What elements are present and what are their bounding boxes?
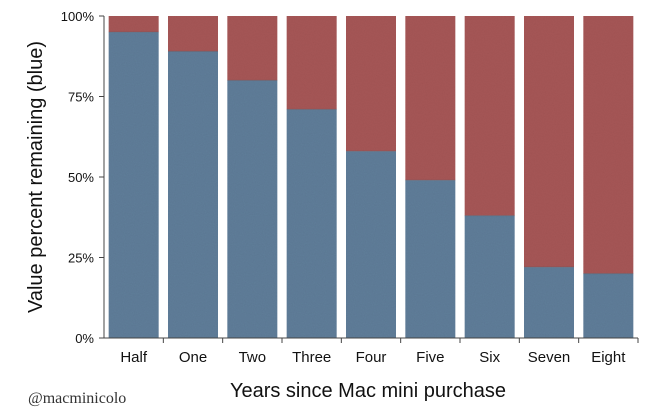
bar-remaining-value [524, 267, 574, 338]
watermark-text: @macminicolo [28, 390, 126, 407]
bar-lost-value [524, 16, 574, 268]
y-tick-label: 25% [68, 251, 94, 266]
bar-remaining-value [405, 180, 456, 338]
y-axis-ticks: 0% 25% 50% 75% 100% [61, 9, 104, 346]
bar-lost-value [227, 16, 278, 81]
bars [108, 16, 634, 339]
bar-lost-value [464, 16, 515, 216]
bar-lost-value [583, 16, 634, 274]
x-tick-label: Four [356, 349, 387, 366]
bar-remaining-value [286, 109, 337, 338]
bar-remaining-value [168, 51, 218, 339]
x-tick-label: Six [479, 349, 500, 366]
x-axis-labels: Half One Two Three Four Five Six Seven Eight [120, 338, 639, 366]
x-tick-label: Half [120, 349, 148, 366]
bar-lost-value [108, 16, 159, 33]
x-tick-label: Three [292, 349, 331, 366]
y-axis-title: Value percent remaining (blue) [25, 41, 47, 313]
x-tick-label: One [179, 349, 207, 366]
bar-remaining-value [583, 273, 634, 338]
y-tick-label: 75% [68, 90, 94, 105]
bar-lost-value [286, 16, 337, 110]
y-tick-label: 50% [68, 170, 94, 185]
y-tick-label: 100% [61, 9, 95, 24]
bar-remaining-value [464, 215, 515, 338]
bar-lost-value [405, 16, 456, 181]
x-tick-label: Two [239, 349, 267, 366]
bar-remaining-value [346, 151, 396, 338]
bar-remaining-value [227, 80, 278, 339]
x-tick-label: Seven [528, 349, 571, 366]
x-tick-label: Eight [591, 349, 626, 366]
bar-lost-value [346, 16, 396, 152]
bar-remaining-value [108, 32, 159, 338]
y-tick-label: 0% [75, 331, 94, 346]
bar-lost-value [168, 16, 218, 52]
x-axis-title: Years since Mac mini purchase [230, 380, 506, 402]
x-tick-label: Five [416, 349, 444, 366]
